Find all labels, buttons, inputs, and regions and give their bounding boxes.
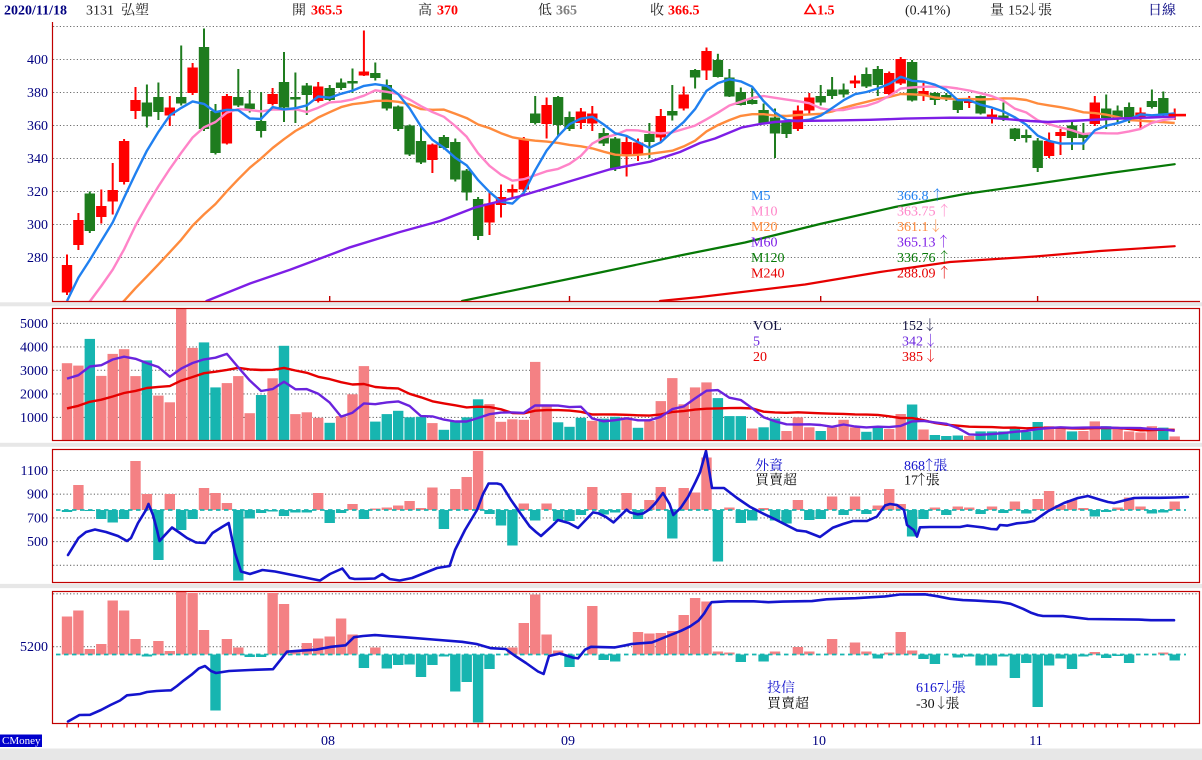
svg-text:11: 11 <box>1029 734 1042 749</box>
svg-text:700: 700 <box>27 511 48 526</box>
svg-text:1100: 1100 <box>21 464 48 479</box>
svg-text:500: 500 <box>27 535 48 550</box>
svg-text:400: 400 <box>27 53 48 68</box>
svg-text:5: 5 <box>753 335 760 350</box>
svg-text:5000: 5000 <box>20 317 48 332</box>
svg-text:1000: 1000 <box>20 411 48 426</box>
svg-text:152: 152 <box>1008 4 1029 19</box>
svg-text:1.5: 1.5 <box>817 4 835 19</box>
svg-text:17: 17 <box>904 474 918 489</box>
svg-text:340: 340 <box>27 152 48 167</box>
svg-text:M20: M20 <box>751 220 777 235</box>
svg-text:2020/11/18: 2020/11/18 <box>4 4 67 19</box>
svg-text:288.09: 288.09 <box>897 267 939 282</box>
svg-text:280: 280 <box>27 251 48 266</box>
svg-text:152: 152 <box>902 319 927 334</box>
svg-text:CMoney: CMoney <box>2 735 41 747</box>
svg-text:361.1: 361.1 <box>897 220 932 235</box>
svg-text:363.75: 363.75 <box>897 205 939 220</box>
svg-text:VOL: VOL <box>753 319 782 334</box>
svg-text:868: 868 <box>904 459 925 474</box>
svg-text:20: 20 <box>753 350 767 365</box>
svg-text:342: 342 <box>902 335 927 350</box>
svg-text:M60: M60 <box>751 236 777 251</box>
svg-text:2000: 2000 <box>20 387 48 402</box>
svg-text:380: 380 <box>27 86 48 101</box>
svg-text:3131: 3131 <box>86 4 114 19</box>
svg-text:360: 360 <box>27 119 48 134</box>
svg-text:300: 300 <box>27 218 48 233</box>
svg-text:4000: 4000 <box>20 340 48 355</box>
svg-text:370: 370 <box>437 4 458 19</box>
svg-text:M5: M5 <box>751 189 770 204</box>
svg-text:-30: -30 <box>916 697 935 712</box>
svg-text:336.76: 336.76 <box>897 251 939 266</box>
svg-text:365.5: 365.5 <box>311 4 343 19</box>
svg-text:08: 08 <box>321 734 335 749</box>
svg-text:320: 320 <box>27 185 48 200</box>
svg-text:M10: M10 <box>751 205 777 220</box>
svg-text:6167: 6167 <box>916 681 944 696</box>
svg-text:365: 365 <box>556 4 577 19</box>
svg-text:365.13: 365.13 <box>897 236 939 251</box>
svg-text:5200: 5200 <box>20 640 48 655</box>
svg-text:385: 385 <box>902 350 927 365</box>
svg-text:3000: 3000 <box>20 364 48 379</box>
svg-text:M120: M120 <box>751 251 784 266</box>
svg-text:900: 900 <box>27 488 48 503</box>
svg-text:366.5: 366.5 <box>668 4 700 19</box>
svg-text:366.8: 366.8 <box>897 189 932 204</box>
svg-text:10: 10 <box>812 734 826 749</box>
svg-text:M240: M240 <box>751 267 784 282</box>
svg-text:09: 09 <box>561 734 575 749</box>
svg-text:(0.41%): (0.41%) <box>905 4 951 19</box>
